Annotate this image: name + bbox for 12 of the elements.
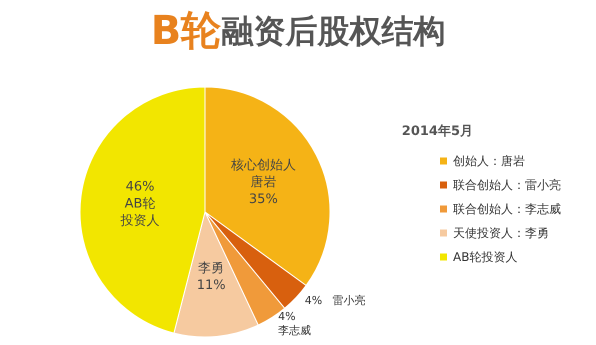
data-label: 核心创始人唐岩 35% [230,156,296,207]
data-label: 46% AB轮投资人 [120,179,160,228]
legend-title: 2014年5月 [402,124,474,139]
legend-label: 天使投资人：李勇 [453,226,549,240]
legend-label: AB轮投资人 [453,250,518,264]
data-label: 李勇 11% [196,261,226,294]
data-label: 4% 李志威 [278,310,312,337]
legend-label: 联合创始人：雷小亮 [453,178,561,192]
legend-label: 联合创始人：李志威 [453,202,561,216]
chart-title: B轮融资后股权结构 [150,8,446,54]
data-label: 4% 雷小亮 [304,294,366,307]
legend-label: 创始人：唐岩 [453,154,525,168]
